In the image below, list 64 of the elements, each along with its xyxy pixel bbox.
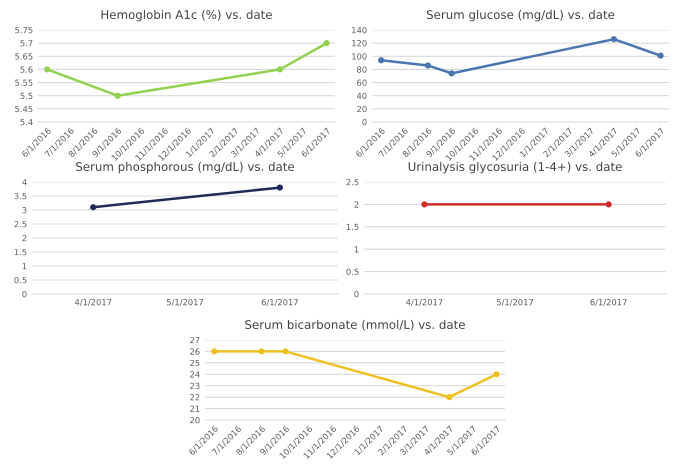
y-tick-label: 1 xyxy=(22,263,26,270)
y-tick-label: 5.4 xyxy=(20,119,33,126)
y-tick-label: 100 xyxy=(352,53,367,60)
y-tick-label: 0 xyxy=(22,290,27,298)
y-tick-label: 2.5 xyxy=(346,178,358,186)
y-tick-label: 22 xyxy=(190,394,200,400)
point xyxy=(610,36,618,42)
y-tick-label: 4 xyxy=(22,179,27,186)
y-tick-label: 2 xyxy=(354,201,358,208)
y-tick-label: 20 xyxy=(190,416,200,424)
point xyxy=(378,57,384,64)
x-tick-label: 4/1/2017 xyxy=(406,299,442,306)
y-tick-label: 2.5 xyxy=(14,220,26,228)
point xyxy=(276,66,284,73)
point xyxy=(323,40,330,46)
y-tick-label: 0.5 xyxy=(14,276,26,284)
point xyxy=(424,62,432,69)
y-tick-label: 20 xyxy=(357,106,367,112)
point xyxy=(211,348,218,355)
chart-title: Hemoglobin A1c (%) vs. date xyxy=(102,10,272,22)
chart-title: Serum bicarbonate (mmol/L) vs. date xyxy=(245,320,465,330)
y-tick-label: 24 xyxy=(190,371,200,378)
point xyxy=(282,348,289,355)
y-tick-label: 5.6 xyxy=(20,66,33,73)
y-tick-label: 21 xyxy=(190,406,200,412)
y-tick-label: 5.7 xyxy=(20,40,32,46)
y-tick-label: 5.5 xyxy=(20,92,32,99)
y-tick-label: 2 xyxy=(22,234,26,242)
y-tick-label: 1.5 xyxy=(346,224,358,230)
y-tick-label: 27 xyxy=(190,336,200,344)
x-tick-label: 5/1/2017 xyxy=(166,299,203,306)
y-tick-label: 140 xyxy=(352,26,367,34)
y-tick-label: 1 xyxy=(354,246,358,252)
y-tick-label: 3 xyxy=(22,206,26,214)
y-tick-label: 5.45 xyxy=(15,106,32,112)
point xyxy=(493,371,500,378)
y-tick-label: 3.5 xyxy=(14,192,26,200)
x-tick-label: 6/1/2017 xyxy=(262,299,298,306)
x-tick-label: 6/1/2017 xyxy=(590,299,627,306)
chart-title: Urinalysis glycosuria (1-4+) vs. date xyxy=(408,162,622,174)
y-tick-label: 5.65 xyxy=(15,53,32,60)
x-tick-label: 4/1/2017 xyxy=(74,299,112,306)
point xyxy=(114,92,121,99)
y-tick-label: 5.75 xyxy=(15,27,32,34)
y-tick-label: 120 xyxy=(352,40,367,46)
y-tick-label: 23 xyxy=(190,382,200,389)
point xyxy=(657,52,664,59)
y-tick-label: 26 xyxy=(190,348,200,355)
y-tick-label: 80 xyxy=(357,66,367,73)
chart-title: Serum glucose (mg/dL) vs. date xyxy=(426,10,614,22)
y-tick-label: 0.5 xyxy=(346,268,358,275)
chart-title: Serum phosphorous (mg/dL) vs. date xyxy=(76,162,294,174)
x-tick-label: 5/1/2017 xyxy=(496,299,533,306)
y-tick-label: 0 xyxy=(354,290,359,298)
point xyxy=(258,348,265,355)
y-tick-label: 1.5 xyxy=(14,249,26,256)
y-tick-label: 60 xyxy=(357,80,367,86)
point xyxy=(44,66,50,73)
point xyxy=(448,70,455,76)
y-tick-label: 25 xyxy=(190,360,200,366)
y-tick-label: 5.55 xyxy=(15,80,32,86)
point xyxy=(446,394,452,400)
y-tick-label: 0 xyxy=(362,118,367,126)
y-tick-label: 40 xyxy=(356,92,367,99)
